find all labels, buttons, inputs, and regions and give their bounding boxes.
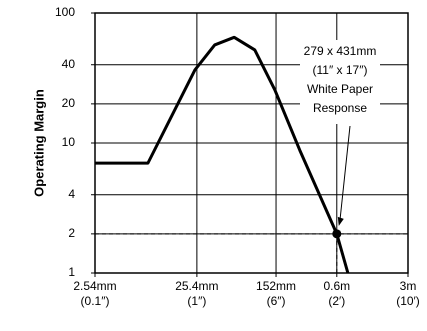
x-tick-label: 25.4mm [175,279,218,293]
arrow-head [337,216,344,226]
annotation-text: (11″ x 17″) [313,63,368,77]
x-tick-sublabel: (6″) [267,294,286,308]
y-tick-label: 40 [62,57,76,71]
y-tick-label: 1 [68,265,75,279]
x-tick-label: 2.54mm [73,279,116,293]
y-tick-label: 20 [62,96,76,110]
annotation-text: Response [313,101,367,115]
plot-frame [94,12,409,274]
x-tick-sublabel: (1″) [187,294,206,308]
x-tick-sublabel: (0.1″) [81,294,110,308]
y-tick-label: 100 [55,5,75,19]
x-tick-sublabel: (2′) [328,294,345,308]
y-tick-label: 10 [62,135,76,149]
annotation-point [332,229,342,239]
y-tick-label: 4 [68,187,75,201]
y-axis-label: Operating Margin [31,89,46,197]
data-line [95,35,350,274]
annotation-arrow [339,125,351,222]
annotation-text: White Paper [307,82,373,96]
x-tick-label: 0.6m [323,279,350,293]
annotation-bg [300,40,380,124]
x-tick-label: 3m [400,279,417,293]
annotation-text: 279 x 431mm [304,44,377,58]
x-tick-sublabel: (10′) [396,294,420,308]
y-tick-label: 2 [68,226,75,240]
x-tick-label: 152mm [256,279,296,293]
